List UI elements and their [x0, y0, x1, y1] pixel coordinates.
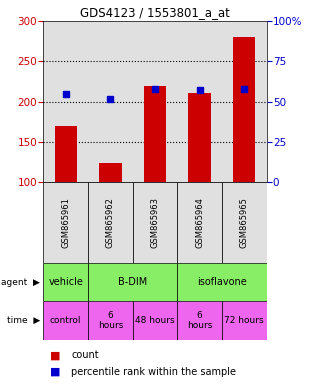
Text: GSM865962: GSM865962 [106, 197, 115, 248]
Text: agent  ▶: agent ▶ [2, 278, 40, 287]
Text: isoflavone: isoflavone [197, 277, 247, 287]
Text: GSM865965: GSM865965 [240, 197, 249, 248]
Bar [133, 301, 177, 340]
Text: 72 hours: 72 hours [224, 316, 264, 325]
Bar [188, 93, 211, 182]
Text: GSM865963: GSM865963 [150, 197, 160, 248]
Text: count: count [71, 350, 99, 360]
Text: ■: ■ [50, 350, 60, 360]
Text: ■: ■ [50, 367, 60, 377]
Text: 6
hours: 6 hours [187, 311, 212, 330]
Text: 6
hours: 6 hours [98, 311, 123, 330]
Text: time  ▶: time ▶ [7, 316, 40, 325]
Bar [99, 163, 122, 182]
Text: percentile rank within the sample: percentile rank within the sample [71, 367, 236, 377]
Bar [222, 301, 267, 340]
Bar [88, 182, 133, 263]
Bar [88, 301, 133, 340]
Bar [144, 86, 166, 182]
Text: GSM865961: GSM865961 [61, 197, 70, 248]
Bar [177, 301, 222, 340]
Bar [222, 182, 267, 263]
Title: GDS4123 / 1553801_a_at: GDS4123 / 1553801_a_at [80, 5, 230, 18]
Bar [43, 263, 88, 301]
Text: GSM865964: GSM865964 [195, 197, 204, 248]
Text: B-DIM: B-DIM [118, 277, 147, 287]
Bar [43, 182, 88, 263]
Bar [177, 182, 222, 263]
Bar [177, 263, 267, 301]
Bar [133, 182, 177, 263]
Bar [43, 301, 88, 340]
Bar [55, 126, 77, 182]
Text: 48 hours: 48 hours [135, 316, 175, 325]
Text: control: control [50, 316, 82, 325]
Bar [233, 37, 255, 182]
Text: vehicle: vehicle [48, 277, 83, 287]
Bar [88, 263, 177, 301]
